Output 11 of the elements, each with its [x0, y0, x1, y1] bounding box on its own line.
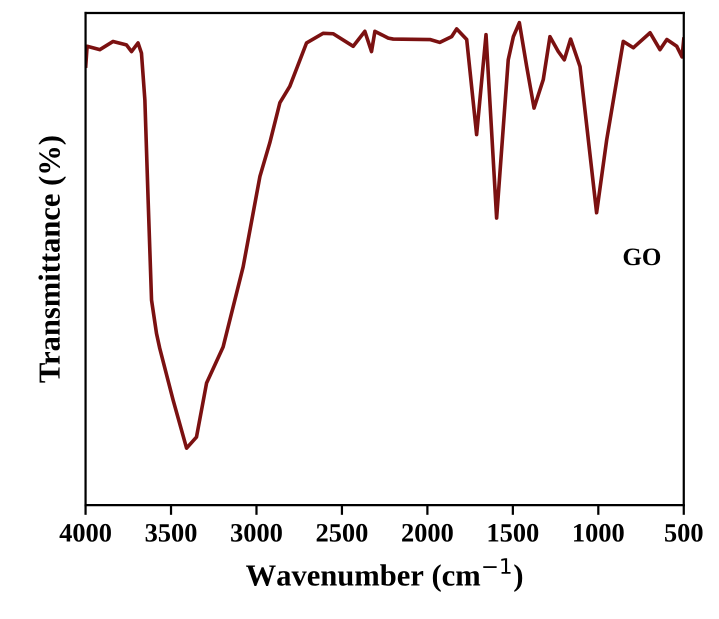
x-axis-title: Wavenumber (cm$^{−1}$)	[246, 558, 522, 592]
y-axis-title: Transmittance (%)	[38, 136, 66, 383]
x-tick-label: 1500	[488, 524, 538, 542]
series-label: GO	[624, 248, 660, 266]
x-tick-label: 3500	[146, 524, 196, 542]
x-tick-label: 2500	[316, 524, 368, 542]
x-tick-label: 4000	[60, 524, 111, 542]
x-tick-label: 1000	[574, 524, 624, 542]
x-tick-label: 2000	[402, 524, 453, 542]
x-tick-label: 500	[665, 524, 703, 542]
x-tick-label: 3000	[231, 524, 282, 542]
